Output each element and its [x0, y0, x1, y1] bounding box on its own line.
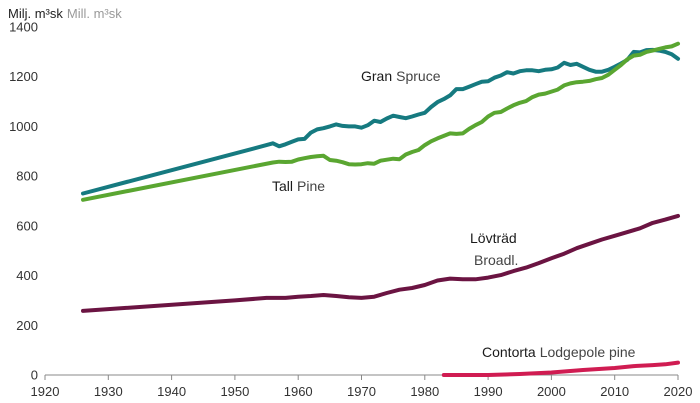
y-tick-label: 200	[16, 318, 38, 333]
series-label-gran-sv: Gran	[361, 68, 392, 84]
series-label-tall-sv: Tall	[272, 178, 293, 194]
y-unit-label-en: Mill. m³sk	[67, 6, 122, 21]
y-tick-label: 0	[31, 368, 38, 383]
y-tick-label: 1200	[9, 69, 38, 84]
x-tick-label: 2020	[664, 384, 693, 399]
x-tick-label: 1930	[94, 384, 123, 399]
series-label-lov-sv: Lövträd	[470, 230, 517, 246]
series-line-gran	[81, 47, 680, 196]
x-tick-label: 2010	[600, 384, 629, 399]
y-tick-label: 800	[16, 169, 38, 184]
series-label-tall-en: Pine	[297, 178, 325, 194]
y-unit-label: Milj. m³sk Mill. m³sk	[8, 6, 122, 21]
x-axis: 1920 1930 1940 1950 1960 1970 1980 1990 2000 2010…	[31, 375, 693, 399]
series-line-contorta	[441, 360, 680, 377]
y-tick-label: 1000	[9, 119, 38, 134]
y-tick-label: 1400	[9, 20, 38, 35]
y-tick-label: 400	[16, 268, 38, 283]
series-layer	[81, 41, 680, 377]
series-line-lov	[81, 213, 680, 313]
x-tick-label: 1990	[474, 384, 503, 399]
series-label-contorta-en: Lodgepole pine	[540, 344, 636, 360]
series-label-gran: Gran Spruce	[361, 68, 441, 84]
x-tick-label: 1960	[284, 384, 313, 399]
series-label-lov-en: Broadl.	[474, 252, 518, 268]
series-label-gran-en: Spruce	[396, 68, 441, 84]
x-tick-label: 1940	[157, 384, 186, 399]
y-axis: 0 200 400 600 800 1000 1200 1400	[9, 20, 38, 383]
x-tick-label: 1950	[220, 384, 249, 399]
x-tick-label: 1980	[410, 384, 439, 399]
series-labels: Gran Spruce Tall Pine Lövträd Broadl. Contorta…	[272, 68, 636, 360]
x-tick-label: 1970	[347, 384, 376, 399]
series-line-tall	[81, 41, 680, 202]
y-unit-label-sv: Milj. m³sk	[8, 6, 63, 21]
series-label-contorta-sv: Contorta	[482, 344, 536, 360]
x-tick-label: 1920	[31, 384, 60, 399]
series-label-tall: Tall Pine	[272, 178, 325, 194]
x-tick-label: 2000	[537, 384, 566, 399]
series-label-contorta: Contorta Lodgepole pine	[482, 344, 636, 360]
y-tick-label: 600	[16, 218, 38, 233]
